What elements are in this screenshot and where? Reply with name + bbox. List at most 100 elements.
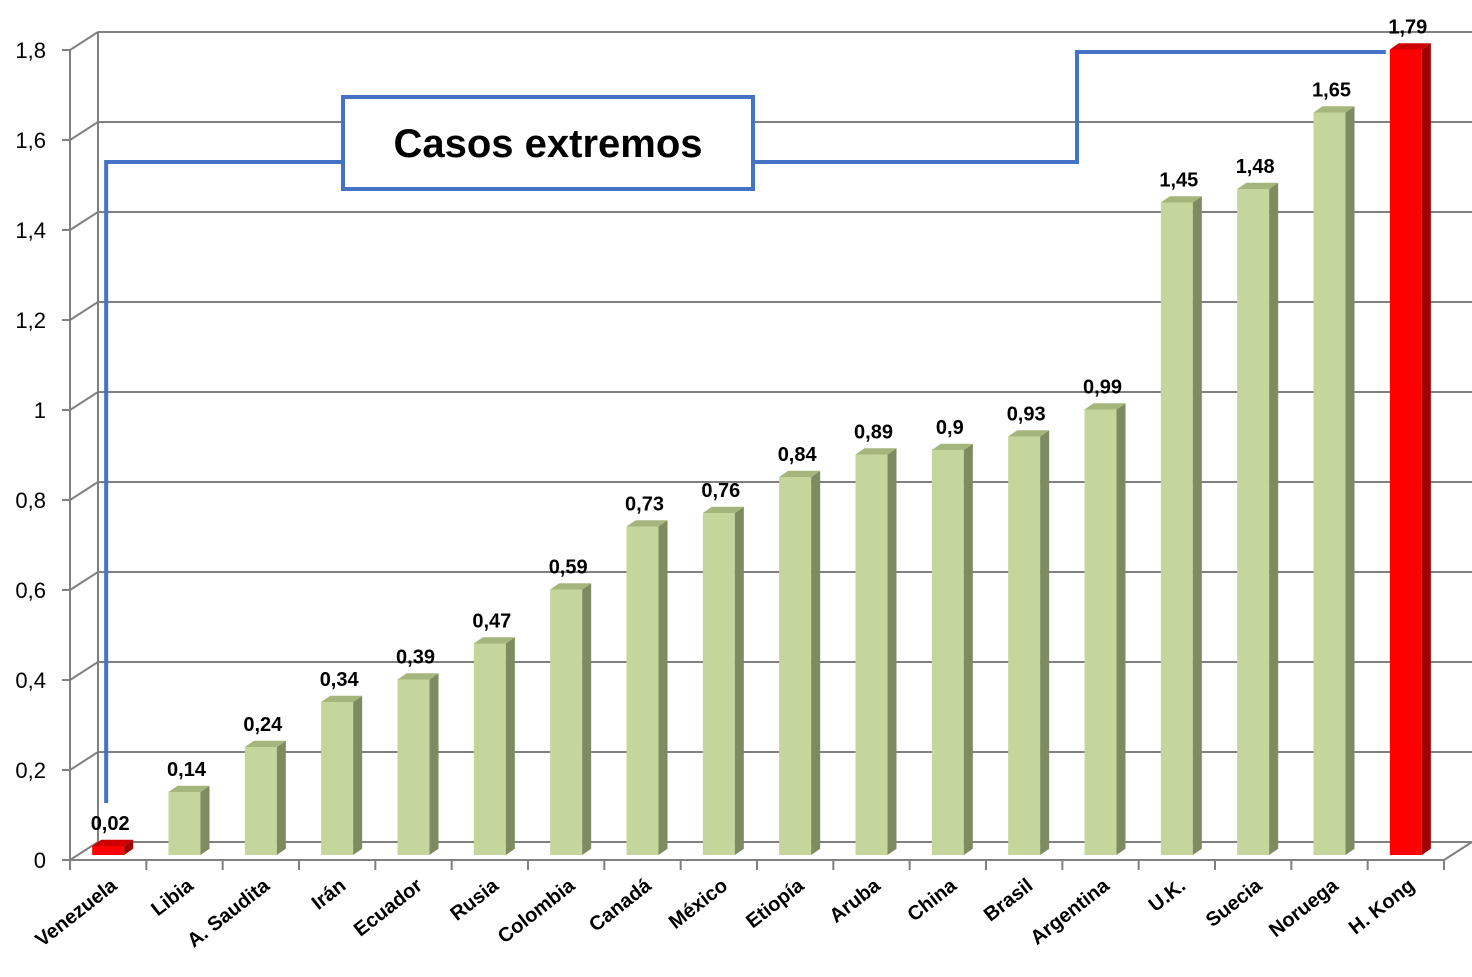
data-label: 0,89 <box>854 422 893 444</box>
y-tick-label: 1 <box>34 398 46 423</box>
bar-top <box>626 520 668 527</box>
bar-top <box>244 740 286 747</box>
bar-front <box>321 702 354 855</box>
x-tick-label: Suecia <box>1202 874 1267 932</box>
x-tick-label: México <box>665 875 732 934</box>
y-tick-label: 1,8 <box>15 38 46 63</box>
gridline-side <box>69 751 99 771</box>
x-tick-label: China <box>904 874 962 926</box>
bar <box>321 695 363 855</box>
x-tick-label: Brasil <box>980 875 1037 927</box>
bar-side <box>200 785 210 855</box>
gridline-side <box>69 661 99 681</box>
gridline-side <box>69 481 99 501</box>
bar-top <box>779 470 821 477</box>
bar-side <box>505 637 515 855</box>
annotation-connector <box>104 50 1386 803</box>
x-tick-label: Colombia <box>494 874 580 948</box>
data-label: 0,39 <box>396 647 435 669</box>
bar-side <box>353 695 363 855</box>
bar <box>473 637 515 855</box>
bar <box>855 448 897 855</box>
bar <box>168 785 210 855</box>
x-tick-label: Libia <box>147 874 198 921</box>
bar-side <box>811 470 821 855</box>
x-tick-label: Ecuador <box>350 874 427 941</box>
bar-side <box>887 448 897 855</box>
bar-top <box>1313 106 1355 113</box>
bar-top <box>702 506 744 513</box>
x-tick-label: A. Saudita <box>183 874 274 952</box>
gridline-side <box>69 841 99 861</box>
y-tick-label: 1,2 <box>15 308 46 333</box>
bar-front <box>702 513 735 855</box>
bar-side <box>1269 182 1279 855</box>
x-tick-label: Noruega <box>1265 874 1343 942</box>
bar <box>1389 43 1431 855</box>
bar <box>397 673 439 855</box>
annotation-text: Casos extremos <box>393 122 702 166</box>
gridline-side <box>69 571 99 591</box>
data-label: 0,99 <box>1083 377 1122 399</box>
data-label: 1,79 <box>1388 17 1427 39</box>
y-tick-label: 1,6 <box>15 128 46 153</box>
bar-side <box>1345 106 1355 855</box>
data-label: 0,84 <box>778 444 818 466</box>
data-label: 0,73 <box>625 494 664 516</box>
bar-side <box>429 673 439 855</box>
bar-side <box>582 583 592 855</box>
gridline-side <box>69 301 99 321</box>
bar-top <box>1237 182 1279 189</box>
bar <box>702 506 744 855</box>
data-label: 0,34 <box>320 669 360 691</box>
data-label: 0,02 <box>91 813 130 835</box>
gridline-side <box>69 391 99 411</box>
y-tick-label: 0,4 <box>15 668 46 693</box>
bar-front <box>550 589 583 855</box>
bar <box>244 740 286 855</box>
x-tick-label: Argentina <box>1026 874 1114 949</box>
bar-top <box>168 785 210 792</box>
bar-front <box>1160 202 1193 855</box>
bar-front <box>1237 189 1270 855</box>
bar-front <box>1313 112 1346 855</box>
bar-top <box>931 443 973 450</box>
gridline-side <box>69 31 99 51</box>
bar-front <box>1084 409 1117 855</box>
bar-top <box>855 448 897 455</box>
bar-front <box>473 643 506 855</box>
gridline-side <box>69 121 99 141</box>
axes: 0 0,2 0,4 0,6 0,8 1 1,2 1,4 1,6 1,8 <box>15 32 1472 873</box>
bar-side <box>1116 403 1126 855</box>
bar-side <box>1421 43 1431 855</box>
bar <box>1313 106 1355 855</box>
annotation-box <box>341 95 755 191</box>
bar <box>1237 182 1279 855</box>
data-label: 1,45 <box>1159 170 1198 192</box>
data-label: 0,47 <box>472 611 511 633</box>
bar-top <box>1008 430 1050 437</box>
x-tick-label: Irán <box>308 875 350 915</box>
x-tick-label: H. Kong <box>1345 875 1419 940</box>
bar-side <box>1040 430 1050 855</box>
data-label: 0,24 <box>243 714 283 736</box>
bar-front <box>626 526 659 855</box>
gridline-side <box>69 211 99 231</box>
bar-top <box>1084 403 1126 410</box>
bar-side <box>658 520 668 855</box>
y-tick-label: 0 <box>34 848 46 873</box>
bar-top <box>550 583 592 590</box>
data-label: 0,59 <box>549 557 588 579</box>
bar-front <box>931 450 964 855</box>
y-tick-label: 0,6 <box>15 578 46 603</box>
bar-side <box>276 740 286 855</box>
data-label: 1,65 <box>1312 80 1351 102</box>
bar-front <box>397 679 430 855</box>
x-tick-label: Canadá <box>585 874 656 936</box>
bar <box>931 443 973 855</box>
bar-front <box>1008 436 1041 855</box>
data-label: 0,14 <box>167 759 207 781</box>
bar-side <box>1192 196 1202 855</box>
data-label: 0,9 <box>936 417 964 439</box>
